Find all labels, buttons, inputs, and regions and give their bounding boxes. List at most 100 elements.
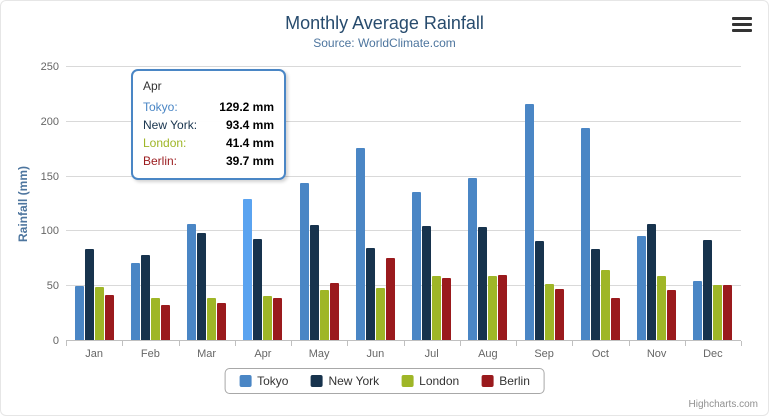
bar-tokyo-nov[interactable] (637, 236, 647, 341)
bar-london-may[interactable] (319, 289, 329, 341)
x-axis-label-sep: Sep (534, 348, 554, 360)
bar-berlin-nov[interactable] (667, 289, 677, 341)
x-axis-tick-mark (684, 341, 686, 346)
gridline-100 (66, 230, 741, 232)
bar-group-dec (685, 67, 741, 341)
x-axis-ticks (66, 341, 742, 347)
bar-group-jun (347, 67, 403, 341)
bar-tokyo-sep[interactable] (524, 103, 534, 341)
hamburger-icon-line (732, 23, 752, 26)
bar-berlin-may[interactable] (329, 283, 339, 341)
tooltip-series-value: 129.2 mm (219, 100, 274, 114)
legend-label: Tokyo (257, 374, 289, 388)
chart-title: Monthly Average Rainfall (285, 13, 484, 33)
bar-berlin-mar[interactable] (217, 303, 227, 341)
credits-label[interactable]: Highcharts.com (688, 399, 758, 410)
x-axis-label-dec: Dec (703, 348, 723, 360)
bar-tokyo-feb[interactable] (130, 262, 140, 341)
tooltip-series-label: Tokyo: (143, 100, 178, 114)
bar-london-jul[interactable] (432, 276, 442, 341)
legend-label: London (419, 374, 460, 388)
bar-berlin-jul[interactable] (442, 278, 452, 341)
bar-group-aug (460, 67, 516, 341)
bar-london-aug[interactable] (488, 275, 498, 341)
bar-new-york-oct[interactable] (590, 249, 600, 341)
bar-new-york-nov[interactable] (647, 224, 657, 341)
bar-new-york-feb[interactable] (140, 254, 150, 341)
x-axis-label-jun: Jun (366, 348, 385, 360)
bar-new-york-apr[interactable] (253, 238, 263, 341)
tooltip-category: Apr (143, 79, 162, 93)
x-axis-label-jan: Jan (85, 348, 103, 360)
legend-item-tokyo[interactable]: Tokyo (239, 374, 288, 388)
bar-tokyo-may[interactable] (299, 183, 309, 341)
hamburger-icon-line (732, 17, 752, 20)
bar-london-jun[interactable] (375, 288, 385, 341)
bar-tokyo-oct[interactable] (580, 128, 590, 341)
legend-item-london[interactable]: London (401, 374, 459, 388)
x-axis-tick-mark (66, 341, 67, 346)
x-axis-tick-mark (178, 341, 180, 346)
bar-tokyo-aug[interactable] (468, 178, 478, 341)
legend-item-new-york[interactable]: New York (310, 374, 379, 388)
bar-london-oct[interactable] (600, 269, 610, 341)
bar-tokyo-jun[interactable] (355, 148, 365, 341)
bar-london-dec[interactable] (713, 284, 723, 341)
bar-new-york-mar[interactable] (197, 233, 207, 341)
bar-berlin-aug[interactable] (498, 274, 508, 341)
x-axis-tick-mark (403, 341, 405, 346)
bar-group-oct (572, 67, 628, 341)
bar-berlin-jan[interactable] (104, 294, 114, 341)
bar-group-apr (235, 67, 291, 341)
legend-swatch-icon (401, 375, 414, 387)
bar-tokyo-jul[interactable] (412, 192, 422, 341)
bar-berlin-oct[interactable] (610, 298, 620, 341)
bar-group-jan (66, 67, 122, 341)
x-axis-tick-mark (234, 341, 236, 346)
bar-group-mar (179, 67, 235, 341)
bar-new-york-may[interactable] (309, 224, 319, 341)
legend-item-berlin[interactable]: Berlin (481, 374, 530, 388)
bar-tokyo-dec[interactable] (693, 281, 703, 341)
bar-berlin-jun[interactable] (385, 258, 395, 341)
hamburger-icon-line (732, 29, 752, 32)
bar-new-york-jun[interactable] (365, 248, 375, 341)
bar-new-york-jan[interactable] (84, 249, 94, 341)
tooltip-row: New York: 93.4 mm (143, 116, 274, 134)
bar-berlin-dec[interactable] (723, 285, 733, 341)
bar-london-nov[interactable] (657, 276, 667, 341)
y-axis-tick-labels: 0 50 100 150 200 250 (1, 61, 59, 347)
bar-new-york-aug[interactable] (478, 226, 488, 341)
x-axis-tick-mark (459, 341, 461, 346)
bar-london-apr[interactable] (263, 295, 273, 341)
bar-tokyo-apr[interactable] (243, 199, 253, 341)
y-axis-tick-label: 50 (46, 280, 59, 293)
export-menu-button[interactable] (732, 17, 752, 32)
tooltip-series-value: 39.7 mm (225, 154, 274, 168)
chart-subtitle: Source: WorldClimate.com (313, 36, 456, 50)
x-axis-labels: Jan Feb Mar Apr May Jun Jul Aug Sep Oct Nov Dec (66, 348, 741, 360)
x-axis-label-apr: Apr (254, 348, 272, 360)
tooltip-series-label: London: (143, 136, 187, 150)
bar-berlin-feb[interactable] (160, 304, 170, 341)
legend-label: Berlin (499, 374, 530, 388)
bars-container (66, 67, 741, 341)
bar-london-jan[interactable] (94, 287, 104, 341)
bar-new-york-dec[interactable] (703, 239, 713, 341)
bar-berlin-sep[interactable] (554, 288, 564, 341)
bar-group-jul (404, 67, 460, 341)
x-axis-tick-mark (122, 341, 124, 346)
bar-tokyo-mar[interactable] (187, 224, 197, 341)
x-axis-label-jul: Jul (424, 348, 439, 360)
bar-london-sep[interactable] (544, 283, 554, 341)
bar-london-feb[interactable] (150, 298, 160, 341)
bar-new-york-sep[interactable] (534, 241, 544, 341)
y-axis-tick-label: 150 (40, 170, 59, 183)
bar-london-mar[interactable] (207, 297, 217, 341)
bar-berlin-apr[interactable] (273, 297, 283, 341)
bar-new-york-jul[interactable] (422, 225, 432, 341)
x-axis-tick-mark (347, 341, 349, 346)
bar-tokyo-jan[interactable] (74, 286, 84, 341)
y-axis-tick-label: 100 (40, 225, 59, 238)
